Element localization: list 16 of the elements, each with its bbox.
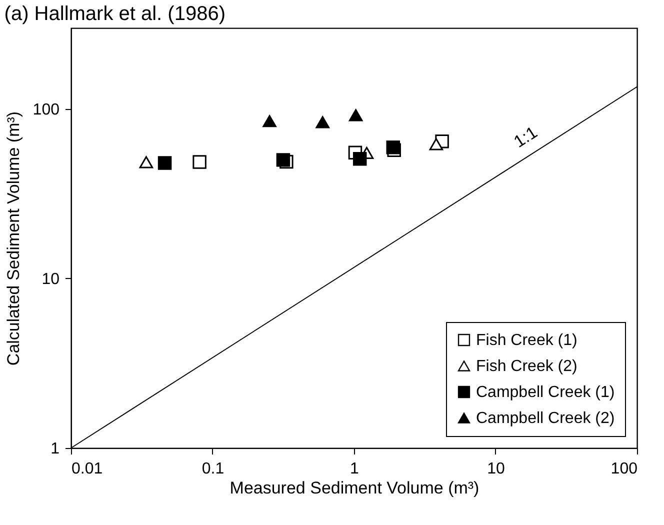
chart-title: (a) Hallmark et al. (1986) [4,3,226,25]
x-tick-label: 10 [487,460,505,478]
y-axis-title: Calculated Sediment Volume (m³) [4,111,23,366]
x-tick-label: 1 [350,460,360,478]
x-axis-title: Measured Sediment Volume (m³) [230,478,480,498]
legend-label: Campbell Creek (2) [476,410,615,427]
x-tick-label: 0.1 [202,460,224,478]
legend-label: Fish Creek (2) [476,358,578,375]
y-tick-label: 10 [42,270,60,288]
x-tick-label: 0.01 [72,460,103,478]
y-tick-label: 100 [32,101,60,118]
y-tick-label: 1 [50,440,60,458]
legend-label: Fish Creek (1) [476,332,578,349]
x-tick-label: 100 [610,460,638,478]
legend-label: Campbell Creek (1) [476,384,615,401]
annotation: 1:1 [510,122,541,152]
